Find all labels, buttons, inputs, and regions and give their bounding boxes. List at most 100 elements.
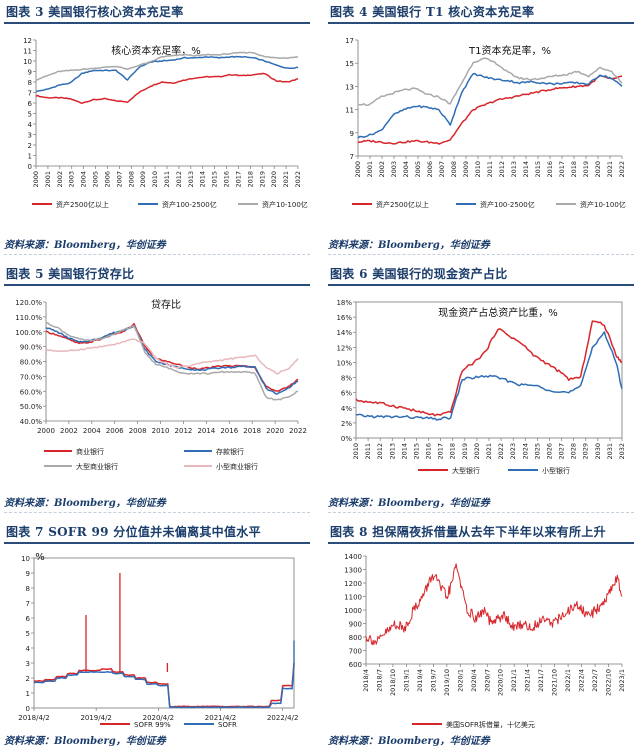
x-tick-label: 2002 bbox=[56, 171, 64, 188]
x-tick-label: 2018 bbox=[570, 161, 578, 178]
y-tick-label: 40.0% bbox=[20, 418, 43, 426]
y-tick-label: 15 bbox=[345, 60, 354, 68]
legend-label: 资产100-2500亿 bbox=[162, 200, 217, 209]
chart-sofr-percentile: 0 1 2 3 4 5 6 7 8 9 10 2018/4/2 2019/4/2 2020/4/2 2021… bbox=[18, 552, 298, 729]
chart-title: % bbox=[35, 552, 45, 563]
panel-title: 图表 4 美国银行 T1 核心资本充足率 bbox=[330, 5, 535, 19]
y-tick-label: 12% bbox=[336, 344, 352, 352]
x-tick-label: 2019/1 bbox=[402, 669, 410, 692]
x-tick-label: 2026 bbox=[545, 443, 553, 460]
x-tick-label: 2022/4/2 bbox=[267, 714, 298, 722]
chart-title: 现金资产占总资产比重，% bbox=[438, 306, 558, 319]
y-tick-label: 6 bbox=[28, 100, 33, 108]
x-tick-label: 2015 bbox=[412, 443, 420, 460]
series-line-1 bbox=[355, 320, 623, 417]
x-tick-label: 2022/1 bbox=[564, 669, 572, 692]
x-tick-label: 2022/7 bbox=[591, 669, 599, 692]
x-tick-label: 2020 bbox=[594, 161, 602, 178]
x-tick-label: 2014 bbox=[400, 443, 408, 460]
chart-cash-asset-share: 0% 2% 4% 6% 8% 10% 12% 14% 16% 18% 2010 2011 2012 201… bbox=[336, 299, 626, 475]
x-tick-label: 2019 bbox=[258, 171, 266, 188]
x-tick-label: 2020/10 bbox=[497, 669, 505, 696]
x-tick-label: 2004 bbox=[402, 161, 410, 178]
y-tick-label: 2 bbox=[28, 142, 32, 150]
x-tick-label: 2016 bbox=[546, 161, 554, 178]
x-tick-label: 2020 bbox=[270, 171, 278, 188]
x-tick-label: 2019/4/2 bbox=[80, 714, 111, 722]
series-line-1 bbox=[45, 322, 299, 392]
x-tick-label: 2021/4/2 bbox=[205, 714, 236, 722]
x-tick-label: 2003 bbox=[68, 171, 76, 188]
series-line-1 bbox=[35, 72, 299, 105]
x-tick-label: 2000 bbox=[354, 161, 362, 178]
chart-loan-deposit-ratio: 40.0% 50.0% 60.0% 70.0% 80.0% 90.0% 100.0% 110.… bbox=[15, 298, 307, 471]
x-tick-label: 2022 bbox=[294, 171, 302, 188]
x-tick-label: 2022 bbox=[289, 427, 307, 435]
x-tick-label: 2012 bbox=[498, 161, 506, 178]
x-tick-label: 2020/4 bbox=[470, 669, 478, 692]
x-tick-label: 2015 bbox=[211, 171, 219, 188]
panel-header: 图表 3 美国银行核心资本充足率 bbox=[4, 0, 310, 24]
legend-label: 资产10-100亿 bbox=[262, 200, 308, 209]
x-tick-label: 2008 bbox=[127, 171, 135, 188]
x-tick-label: 2000 bbox=[32, 171, 40, 188]
panel-title: 图表 3 美国银行核心资本充足率 bbox=[6, 5, 184, 19]
series-line-2 bbox=[33, 665, 295, 709]
x-tick-label: 2028 bbox=[570, 443, 578, 460]
source-note: 资料来源：Bloomberg，华创证券 bbox=[328, 240, 490, 251]
source-note: 资料来源：Bloomberg，华创证券 bbox=[4, 240, 166, 251]
x-tick-label: 2022/4 bbox=[578, 669, 586, 692]
x-tick-label: 2013 bbox=[187, 171, 195, 188]
y-tick-label: 60.0% bbox=[20, 388, 43, 396]
x-tick-label: 2014 bbox=[197, 427, 215, 435]
x-tick-label: 2020/1 bbox=[456, 669, 464, 692]
x-tick-label: 2009 bbox=[462, 161, 470, 178]
x-tick-label: 2007 bbox=[115, 171, 123, 188]
x-tick-label: 2030 bbox=[594, 443, 602, 460]
x-tick-label: 2002 bbox=[378, 161, 386, 178]
y-tick-label: 80.0% bbox=[20, 359, 43, 367]
y-tick-label: 1 bbox=[28, 153, 32, 161]
x-tick-label: 2018 bbox=[243, 427, 261, 435]
x-tick-label: 2014 bbox=[199, 171, 207, 188]
y-tick-label: 1400 bbox=[344, 553, 362, 561]
panel-header: 图表 8 担保隔夜拆借量从去年下半年以来有所上升 bbox=[328, 520, 634, 544]
panel-header: 图表 6 美国银行的现金资产占比 bbox=[328, 262, 634, 286]
y-tick-label: 2% bbox=[341, 420, 352, 428]
series-line-2 bbox=[35, 55, 299, 93]
x-tick-label: 2015 bbox=[534, 161, 542, 178]
y-tick-label: 9 bbox=[26, 570, 30, 578]
x-tick-label: 2018/4 bbox=[362, 669, 370, 692]
panel-title: 图表 8 担保隔夜拆借量从去年下半年以来有所上升 bbox=[330, 525, 606, 539]
x-tick-label: 2025 bbox=[533, 443, 541, 460]
x-tick-label: 2020 bbox=[266, 427, 284, 435]
legend-label: SOFR 99% bbox=[134, 721, 171, 729]
x-tick-label: 2020/4/2 bbox=[143, 714, 174, 722]
source-note: 资料来源：Bloomberg，华创证券 bbox=[4, 498, 166, 509]
x-tick-label: 2018/7 bbox=[375, 669, 383, 692]
x-tick-label: 2021/1 bbox=[510, 669, 518, 692]
y-tick-label: 16% bbox=[336, 314, 352, 322]
y-tick-label: 18% bbox=[336, 299, 352, 307]
x-tick-label: 2021 bbox=[282, 171, 290, 188]
separator bbox=[4, 254, 310, 255]
x-tick-label: 2004 bbox=[80, 171, 88, 188]
legend-label: 商业银行 bbox=[76, 447, 104, 456]
y-tick-label: 110.0% bbox=[15, 314, 42, 322]
source-note: 资料来源：Bloomberg，华创证券 bbox=[328, 498, 490, 509]
y-tick-label: 4% bbox=[341, 405, 352, 413]
y-tick-label: 6 bbox=[26, 615, 31, 623]
series-line-1 bbox=[365, 563, 623, 646]
x-tick-label: 2011 bbox=[486, 161, 494, 178]
series-line-3 bbox=[35, 51, 299, 82]
x-tick-label: 2000 bbox=[37, 427, 55, 435]
legend-label: 资产2500亿以上 bbox=[376, 200, 429, 209]
x-tick-label: 2022 bbox=[497, 443, 505, 460]
y-tick-label: 700 bbox=[349, 648, 362, 656]
x-tick-label: 2016 bbox=[223, 171, 231, 188]
x-tick-label: 2005 bbox=[92, 171, 100, 188]
x-tick-label: 2003 bbox=[390, 161, 398, 178]
x-tick-label: 2019/10 bbox=[443, 669, 451, 696]
y-tick-label: 11 bbox=[23, 48, 32, 56]
series-line-1 bbox=[357, 74, 623, 145]
